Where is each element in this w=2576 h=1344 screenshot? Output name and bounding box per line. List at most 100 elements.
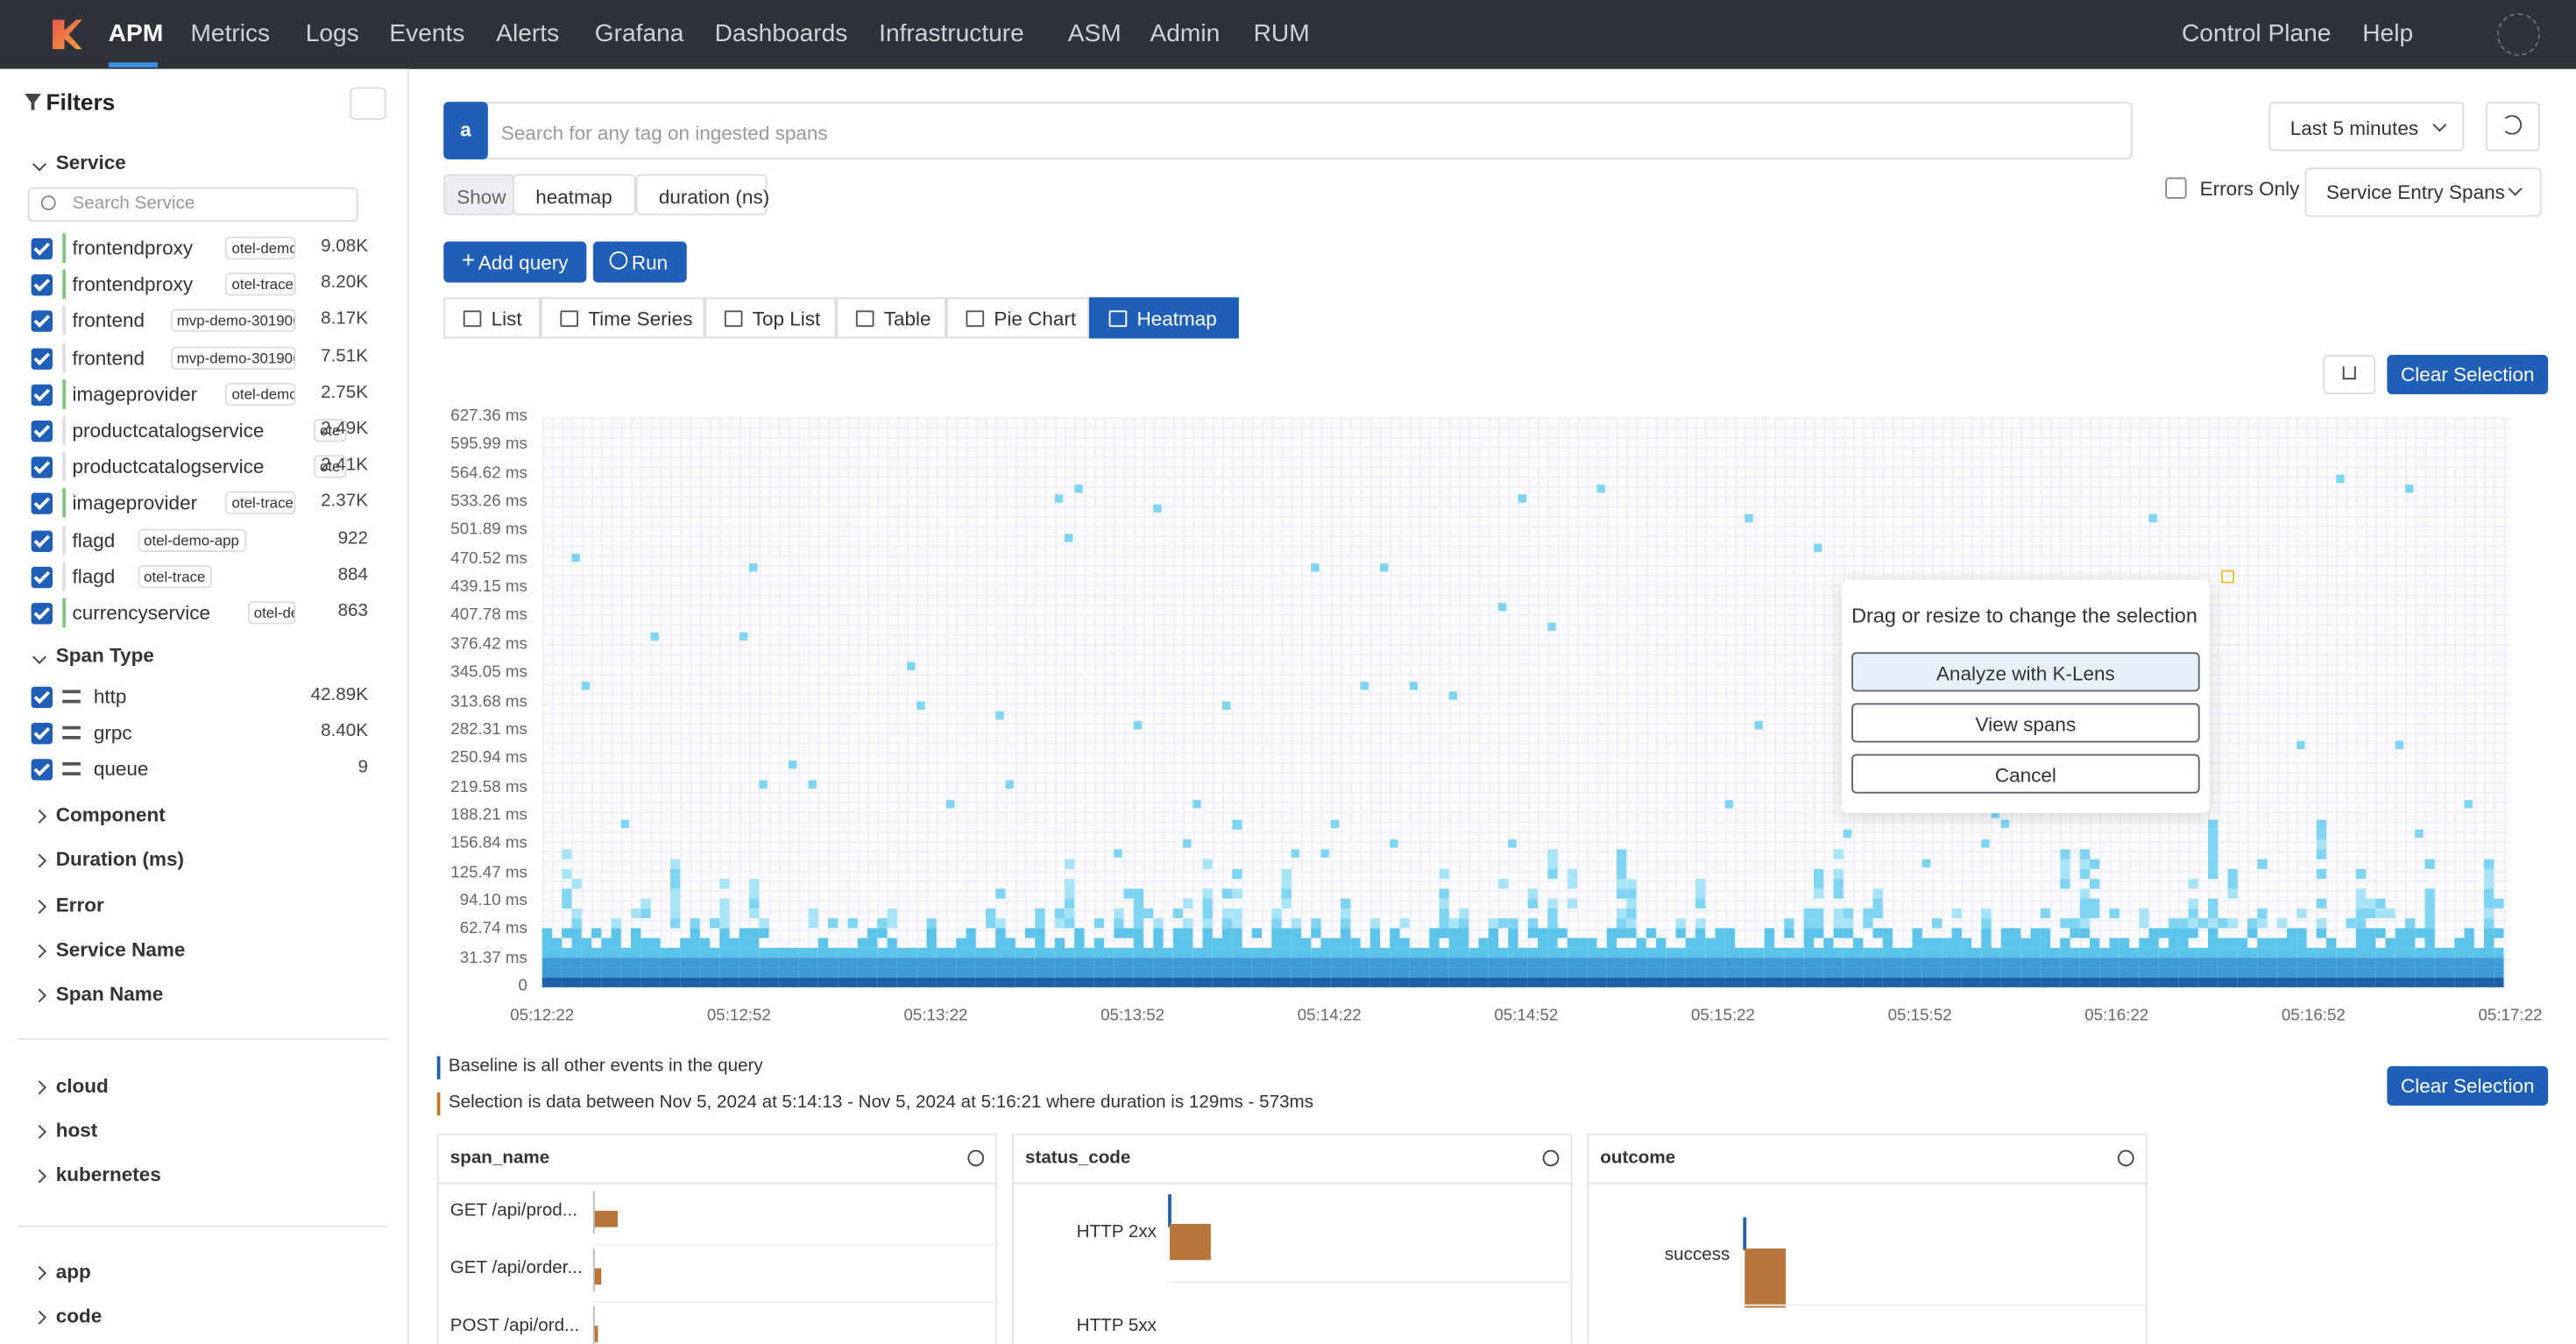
checkbox[interactable] xyxy=(31,566,53,588)
collapse-button[interactable] xyxy=(350,87,386,120)
section-title[interactable]: Component xyxy=(55,803,166,827)
section-title[interactable]: Service Name xyxy=(55,937,186,961)
add-query-button[interactable]: Add query xyxy=(443,241,587,283)
time-range[interactable]: Last 5 minutes xyxy=(2268,102,2465,152)
heatmap-cell xyxy=(1478,947,1489,958)
chevron[interactable] xyxy=(32,988,46,1003)
chevron[interactable] xyxy=(32,1266,46,1281)
checkbox[interactable] xyxy=(31,384,53,406)
clear-selection-button[interactable]: Clear Selection xyxy=(2387,1065,2549,1106)
heatmap-cell xyxy=(2197,967,2208,978)
nav-item[interactable]: Admin xyxy=(1150,19,1221,48)
info-icon[interactable] xyxy=(2117,1149,2134,1167)
checkbox[interactable] xyxy=(31,237,53,260)
heatmap-cell xyxy=(699,947,710,958)
selection-handle[interactable] xyxy=(2221,569,2234,584)
section-title[interactable]: cloud xyxy=(55,1074,109,1098)
export-button[interactable] xyxy=(2323,355,2376,394)
checkbox[interactable] xyxy=(31,723,53,745)
section-title[interactable]: Error xyxy=(55,893,104,916)
avatar[interactable] xyxy=(2497,13,2540,56)
nav-item[interactable]: Alerts xyxy=(496,19,560,48)
query-search[interactable]: a Search for any tag on ingested spans xyxy=(443,102,2133,159)
service-marker xyxy=(62,525,66,555)
show-segment[interactable]: duration (ns) xyxy=(635,173,769,216)
checkbox[interactable] xyxy=(31,347,53,370)
heatmap-cell xyxy=(1232,967,1242,978)
heatmap-cell xyxy=(759,977,769,987)
section-title[interactable]: Service xyxy=(55,151,126,174)
popup-button[interactable]: Cancel xyxy=(1851,753,2200,794)
view-tab[interactable]: Heatmap xyxy=(1089,297,1239,339)
heatmap-cell xyxy=(1153,947,1164,958)
chevron[interactable] xyxy=(32,944,46,958)
checkbox[interactable] xyxy=(31,603,53,625)
nav-item[interactable]: Events xyxy=(389,19,465,48)
chevron[interactable] xyxy=(32,899,46,914)
nav-item[interactable]: Help xyxy=(2362,19,2414,48)
heatmap-cell xyxy=(670,958,681,968)
heatmap-cell xyxy=(2267,958,2277,968)
heatmap-cell xyxy=(1153,967,1164,978)
checkbox[interactable] xyxy=(31,311,53,333)
info-icon[interactable] xyxy=(1542,1149,1560,1167)
checkbox[interactable] xyxy=(31,274,53,296)
heatmap-cell xyxy=(1833,958,1844,968)
tab-icon xyxy=(463,310,482,328)
filters-title: Filters xyxy=(46,88,116,116)
nav-item[interactable]: Dashboards xyxy=(714,19,848,48)
checkbox-empty[interactable] xyxy=(2165,177,2187,199)
section-title[interactable]: host xyxy=(55,1118,98,1142)
section-title[interactable]: Span Type xyxy=(55,644,154,668)
heatmap-cell xyxy=(1833,977,1844,987)
checkbox[interactable] xyxy=(31,529,53,552)
span-filter[interactable]: Service Entry Spans xyxy=(2304,167,2542,217)
section-title[interactable]: kubernetes xyxy=(55,1163,161,1186)
view-tab[interactable]: Table xyxy=(836,297,946,339)
heatmap-cell xyxy=(2040,977,2050,987)
chevron[interactable] xyxy=(32,1124,46,1139)
view-tab[interactable]: Pie Chart xyxy=(946,297,1090,339)
show-segment[interactable]: heatmap xyxy=(513,173,636,216)
popup-button[interactable]: View spans xyxy=(1851,703,2200,743)
heatmap-cell xyxy=(1143,977,1154,987)
heatmap-cell xyxy=(867,947,878,958)
nav-item[interactable]: Grafana xyxy=(594,19,684,48)
chevron[interactable] xyxy=(32,1080,46,1095)
chevron[interactable] xyxy=(32,650,46,664)
checkbox[interactable] xyxy=(31,493,53,515)
popup-button[interactable]: Analyze with K-Lens xyxy=(1851,652,2200,692)
section-title[interactable]: Duration (ms) xyxy=(55,848,184,872)
nav-item[interactable]: Logs xyxy=(305,19,359,48)
nav-item[interactable]: Control Plane xyxy=(2182,19,2332,48)
section-title[interactable]: code xyxy=(55,1304,103,1327)
heatmap-cell xyxy=(1814,918,1824,929)
info-icon[interactable] xyxy=(967,1149,985,1167)
checkbox[interactable] xyxy=(31,759,53,781)
run-button[interactable]: Run xyxy=(592,241,687,283)
heatmap-cell xyxy=(1912,967,1922,978)
clear-selection-button[interactable]: Clear Selection xyxy=(2387,355,2549,394)
section-title[interactable]: Span Name xyxy=(55,982,164,1006)
view-tab[interactable]: Top List xyxy=(704,297,837,339)
chevron[interactable] xyxy=(32,809,46,824)
section-title[interactable]: app xyxy=(55,1260,91,1284)
nav-item[interactable]: Metrics xyxy=(190,19,271,48)
view-tab[interactable]: Time Series xyxy=(540,297,705,339)
nav-item[interactable]: Infrastructure xyxy=(879,19,1024,48)
nav-item[interactable]: APM xyxy=(108,19,164,48)
chevron[interactable] xyxy=(32,854,46,869)
checkbox[interactable] xyxy=(31,686,53,709)
heatmap-cell xyxy=(1971,977,1982,987)
heatmap-cell xyxy=(1065,958,1075,968)
chevron[interactable] xyxy=(32,157,46,172)
service-search[interactable]: Search Service xyxy=(27,187,358,223)
heatmap-cell xyxy=(1498,879,1509,889)
checkbox[interactable] xyxy=(31,456,53,478)
chevron[interactable] xyxy=(32,1169,46,1184)
nav-item[interactable]: RUM xyxy=(1253,19,1310,48)
nav-item[interactable]: ASM xyxy=(1067,19,1122,48)
checkbox[interactable] xyxy=(31,421,53,442)
view-tab[interactable]: List xyxy=(443,297,541,339)
chevron[interactable] xyxy=(32,1310,46,1325)
